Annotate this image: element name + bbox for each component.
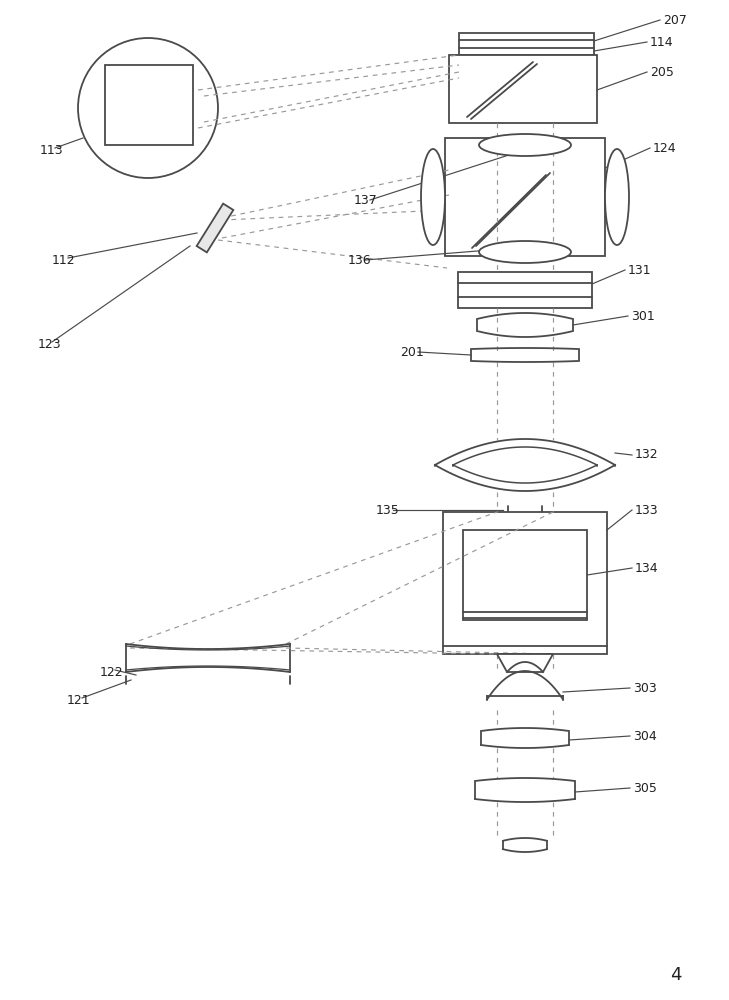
Polygon shape bbox=[497, 654, 553, 672]
Text: 133: 133 bbox=[635, 504, 658, 516]
Text: 4: 4 bbox=[670, 966, 682, 984]
Text: 207: 207 bbox=[663, 13, 687, 26]
Bar bbox=[463, 530, 587, 620]
Polygon shape bbox=[197, 204, 233, 252]
Circle shape bbox=[78, 38, 218, 178]
Bar bbox=[458, 272, 592, 308]
Bar bbox=[445, 138, 605, 256]
Ellipse shape bbox=[605, 149, 629, 245]
Text: 134: 134 bbox=[635, 562, 658, 574]
Bar bbox=[449, 55, 597, 123]
Bar bbox=[459, 33, 594, 55]
Ellipse shape bbox=[479, 134, 571, 156]
Text: 303: 303 bbox=[633, 682, 657, 694]
Text: 121: 121 bbox=[67, 694, 90, 706]
Text: 123: 123 bbox=[38, 338, 62, 352]
Text: 132: 132 bbox=[635, 448, 658, 462]
Ellipse shape bbox=[421, 149, 445, 245]
Text: 112: 112 bbox=[52, 253, 76, 266]
Text: 136: 136 bbox=[348, 253, 372, 266]
Text: 124: 124 bbox=[653, 141, 677, 154]
Text: 205: 205 bbox=[650, 66, 674, 79]
Text: 131: 131 bbox=[628, 263, 652, 276]
Bar bbox=[105, 65, 193, 145]
Text: 201: 201 bbox=[400, 346, 424, 359]
Text: 114: 114 bbox=[650, 35, 674, 48]
Text: 304: 304 bbox=[633, 730, 657, 742]
Text: 122: 122 bbox=[100, 666, 124, 678]
Bar bbox=[443, 512, 607, 654]
Ellipse shape bbox=[479, 241, 571, 263]
Text: 305: 305 bbox=[633, 782, 657, 794]
Text: 135: 135 bbox=[376, 504, 399, 516]
Text: 137: 137 bbox=[354, 194, 378, 207]
Text: 301: 301 bbox=[631, 310, 655, 322]
Text: 113: 113 bbox=[40, 143, 63, 156]
